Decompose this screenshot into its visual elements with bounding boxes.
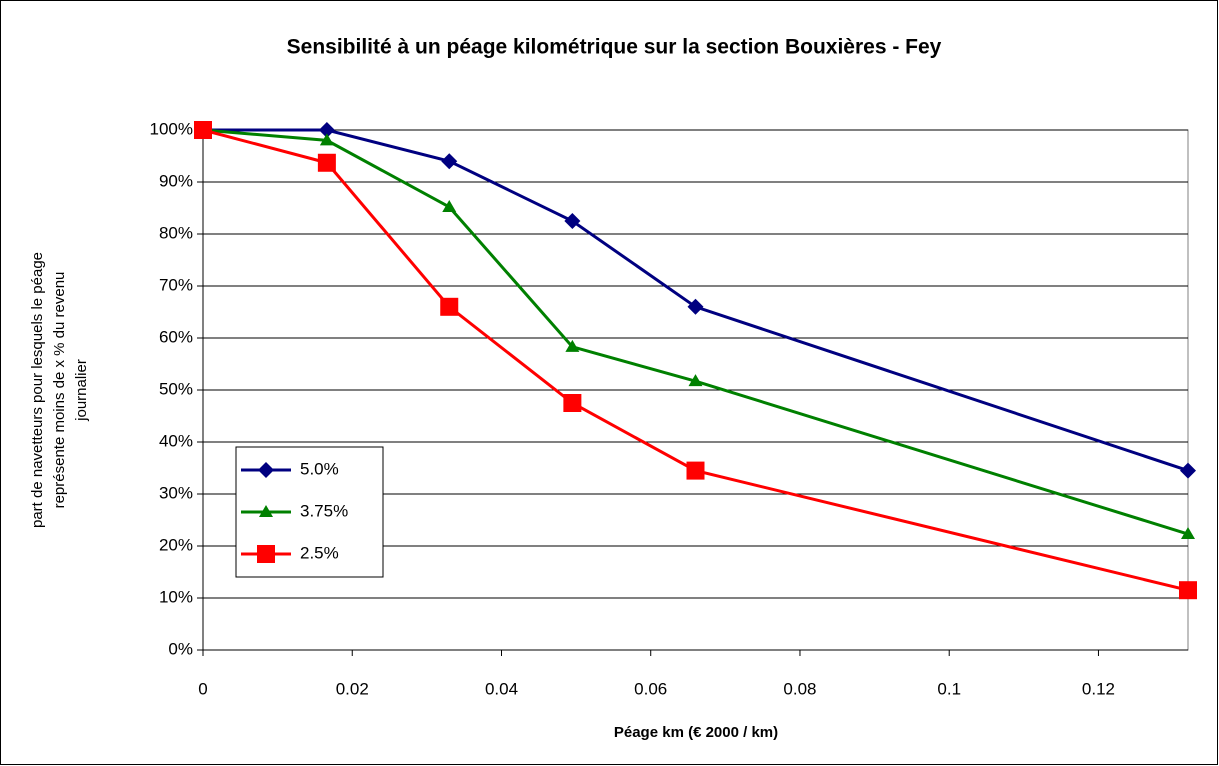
y-tick-label: 50% bbox=[159, 379, 193, 398]
legend-label: 2.5% bbox=[300, 543, 339, 562]
marker bbox=[318, 122, 335, 138]
y-tick-label: 20% bbox=[159, 535, 193, 554]
marker bbox=[688, 374, 703, 387]
y-tick-label: 80% bbox=[159, 223, 193, 242]
marker bbox=[441, 153, 458, 170]
legend-marker bbox=[259, 505, 273, 517]
marker bbox=[563, 394, 582, 412]
marker bbox=[565, 339, 580, 352]
y-tick-label: 0% bbox=[168, 639, 193, 658]
legend-marker bbox=[258, 462, 274, 478]
marker bbox=[194, 121, 212, 139]
x-tick-label: 0.06 bbox=[634, 679, 667, 698]
marker bbox=[686, 461, 705, 480]
x-axis-label: Péage km (€ 2000 / km) bbox=[614, 724, 778, 741]
marker bbox=[1180, 462, 1196, 479]
marker bbox=[1181, 527, 1195, 540]
y-tick-label: 30% bbox=[159, 483, 193, 502]
legend-label: 3.75% bbox=[300, 501, 348, 520]
y-axis-label-line: représente moins de x % du revenu bbox=[51, 272, 68, 509]
y-tick-label: 90% bbox=[159, 171, 193, 190]
series-line bbox=[203, 128, 1189, 473]
x-tick-label: 0.08 bbox=[783, 679, 816, 698]
y-tick-label: 60% bbox=[159, 327, 193, 346]
y-axis-label-line: journalier bbox=[73, 359, 90, 422]
chart-title: Sensibilité à un péage kilométrique sur … bbox=[287, 36, 942, 59]
marker bbox=[442, 199, 457, 212]
marker bbox=[1179, 581, 1197, 600]
marker bbox=[440, 297, 459, 316]
x-tick-label: 0.1 bbox=[937, 679, 961, 698]
series-line bbox=[202, 128, 1189, 536]
y-axis-label-line: part de navetteurs pour lesquels le péag… bbox=[29, 252, 46, 528]
y-tick-label: 10% bbox=[159, 587, 193, 606]
y-tick-label: 100% bbox=[150, 119, 193, 138]
y-axis-label: part de navetteurs pour lesquels le péag… bbox=[29, 252, 90, 528]
marker bbox=[319, 133, 334, 146]
marker bbox=[687, 298, 704, 315]
series-line bbox=[202, 128, 1189, 592]
x-tick-label: 0 bbox=[198, 679, 207, 698]
marker bbox=[564, 213, 581, 229]
x-tick-label: 0.04 bbox=[485, 679, 518, 698]
y-tick-label: 70% bbox=[159, 275, 193, 294]
y-tick-label: 40% bbox=[159, 431, 193, 450]
legend-label: 5.0% bbox=[300, 459, 339, 478]
legend-marker bbox=[257, 545, 275, 563]
marker bbox=[317, 153, 336, 172]
x-tick-label: 0.02 bbox=[336, 679, 369, 698]
x-tick-label: 0.12 bbox=[1082, 679, 1115, 698]
